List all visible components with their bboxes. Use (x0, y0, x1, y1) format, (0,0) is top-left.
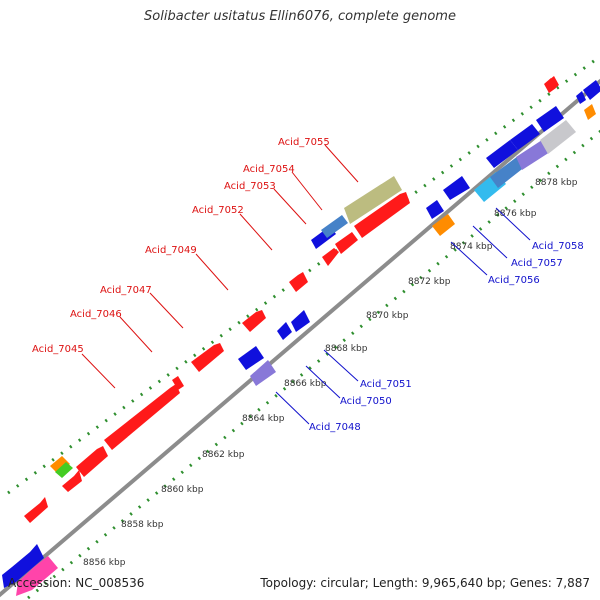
gene-label[interactable]: Acid_7055 (278, 137, 330, 148)
gene-label[interactable]: Acid_7046 (70, 309, 122, 320)
scale-labels: 8856 kbp 8858 kbp 8860 kbp 8862 kbp 8864… (83, 178, 578, 568)
gene-arrow[interactable] (486, 140, 518, 168)
scale-label: 8858 kbp (121, 520, 164, 530)
gene-arrow[interactable] (277, 322, 292, 340)
leader-line (495, 207, 531, 241)
leader-line (323, 349, 359, 382)
scale-label: 8860 kbp (161, 485, 204, 495)
scale-label: 8862 kbp (202, 450, 245, 460)
gene-arrow[interactable] (16, 556, 58, 596)
scale-label: 8868 kbp (325, 344, 368, 354)
gene-arrow[interactable] (104, 384, 180, 450)
leader-line (324, 144, 359, 183)
gene-arrow[interactable] (62, 470, 82, 492)
leader-line (81, 353, 116, 389)
gene-arrow[interactable] (576, 91, 586, 104)
accession-text: Accession: NC_008536 (8, 576, 145, 590)
leader-line (273, 188, 307, 225)
scale-label: 8866 kbp (284, 379, 327, 389)
leader-line (275, 391, 310, 425)
gene-arrow[interactable] (549, 76, 559, 90)
scale-label: 8878 kbp (535, 178, 578, 188)
gene-arrow[interactable] (354, 192, 410, 238)
leader-line (450, 241, 488, 276)
gene-arrow[interactable] (322, 248, 339, 266)
gene-arrow[interactable] (584, 104, 596, 120)
gene-arrow[interactable] (55, 462, 73, 478)
gene-label[interactable]: Acid_7056 (488, 275, 540, 286)
gene-arrow[interactable] (490, 156, 526, 188)
gene-arrow[interactable] (432, 214, 455, 236)
gene-arrow[interactable] (191, 343, 224, 372)
gene-label[interactable]: Acid_7053 (224, 181, 276, 192)
reverse-strand-genes (2, 80, 600, 596)
leader-line (149, 292, 184, 329)
reverse-gene-labels: Acid_7048 Acid_7050 Acid_7051 Acid_7056 … (275, 207, 584, 433)
scale-label: 8874 kbp (450, 242, 493, 252)
gene-arrow[interactable] (536, 106, 564, 132)
gene-label[interactable]: Acid_7052 (192, 205, 244, 216)
gene-arrow[interactable] (24, 497, 48, 523)
genome-backbone (0, 78, 600, 598)
gene-arrow[interactable] (344, 176, 402, 224)
gene-arrow[interactable] (289, 272, 308, 292)
gene-arrow[interactable] (242, 310, 266, 332)
gene-label[interactable]: Acid_7047 (100, 285, 152, 296)
figure-title: Solibacter usitatus Ellin6076, complete … (144, 9, 456, 24)
leader-line (195, 253, 229, 291)
gene-arrow[interactable] (426, 200, 444, 219)
gene-label[interactable]: Acid_7050 (340, 396, 392, 407)
leader-line (119, 316, 153, 353)
gene-label[interactable]: Acid_7054 (243, 164, 295, 175)
gene-arrow[interactable] (510, 124, 540, 150)
forward-strand-genes (24, 76, 559, 523)
scale-label: 8870 kbp (366, 311, 409, 321)
gene-label[interactable]: Acid_7048 (309, 422, 361, 433)
gene-arrow[interactable] (335, 232, 358, 254)
leader-line (472, 225, 508, 259)
inner-dotted-ring (27, 129, 600, 600)
gene-label[interactable]: Acid_7057 (511, 258, 563, 269)
gene-label[interactable]: Acid_7051 (360, 379, 412, 390)
gene-arrow[interactable] (583, 80, 600, 100)
gene-arrow[interactable] (443, 176, 470, 200)
scale-label: 8856 kbp (83, 558, 126, 568)
gene-arrow[interactable] (540, 120, 576, 154)
scale-label: 8864 kbp (242, 414, 285, 424)
leader-line (291, 171, 323, 211)
gene-label[interactable]: Acid_7049 (145, 245, 197, 256)
forward-gene-labels: Acid_7045 Acid_7046 Acid_7047 Acid_7049 … (32, 137, 359, 389)
leader-line (239, 213, 273, 251)
gene-label[interactable]: Acid_7058 (532, 241, 584, 252)
gene-arrow[interactable] (516, 140, 550, 170)
gene-arrow[interactable] (238, 346, 264, 370)
gene-arrow[interactable] (76, 446, 108, 477)
leader-line (305, 365, 341, 399)
scale-label: 8876 kbp (494, 209, 537, 219)
gene-arrow[interactable] (291, 310, 310, 332)
scale-label: 8872 kbp (408, 277, 451, 287)
topology-summary: Topology: circular; Length: 9,965,640 bp… (260, 576, 590, 590)
gene-label[interactable]: Acid_7045 (32, 344, 84, 355)
gene-arrow[interactable] (172, 376, 184, 390)
gene-arrow[interactable] (250, 360, 276, 386)
gene-arrow[interactable] (321, 215, 348, 238)
gene-arrow[interactable] (50, 456, 70, 474)
gene-arrow[interactable] (2, 544, 44, 588)
